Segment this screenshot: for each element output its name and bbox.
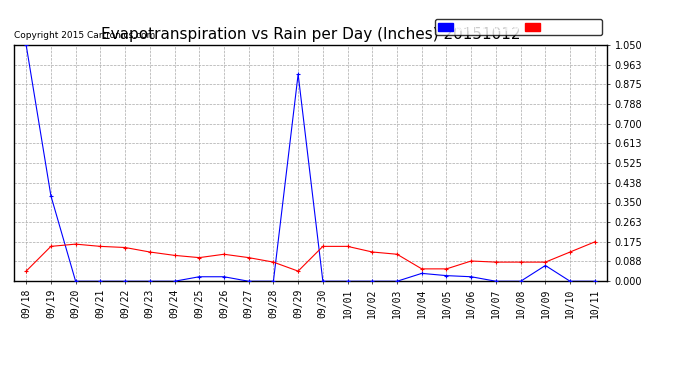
ET  (Inches) [566, 250, 574, 254]
Rain  (Inches) [517, 279, 525, 284]
ET  (Inches) [195, 255, 204, 260]
Rain  (Inches) [294, 72, 302, 76]
ET  (Inches) [517, 260, 525, 264]
Rain  (Inches) [319, 279, 327, 284]
Rain  (Inches) [121, 279, 129, 284]
ET  (Inches) [244, 255, 253, 260]
Rain  (Inches) [541, 263, 549, 268]
Title: Evapotranspiration vs Rain per Day (Inches) 20151012: Evapotranspiration vs Rain per Day (Inch… [101, 27, 520, 42]
ET  (Inches) [47, 244, 55, 249]
Rain  (Inches) [566, 279, 574, 284]
Rain  (Inches) [368, 279, 377, 284]
ET  (Inches) [269, 260, 277, 264]
Text: Copyright 2015 Cartronics.com: Copyright 2015 Cartronics.com [14, 31, 155, 40]
Rain  (Inches) [244, 279, 253, 284]
Rain  (Inches) [269, 279, 277, 284]
ET  (Inches) [368, 250, 377, 254]
Rain  (Inches) [417, 271, 426, 276]
Rain  (Inches) [442, 273, 451, 278]
Rain  (Inches) [146, 279, 154, 284]
ET  (Inches) [467, 259, 475, 263]
Line: Rain  (Inches): Rain (Inches) [24, 43, 597, 284]
Rain  (Inches) [393, 279, 401, 284]
Rain  (Inches) [492, 279, 500, 284]
Legend: Rain  (Inches), ET  (Inches): Rain (Inches), ET (Inches) [435, 19, 602, 35]
Rain  (Inches) [22, 43, 30, 47]
Rain  (Inches) [170, 279, 179, 284]
ET  (Inches) [121, 245, 129, 250]
ET  (Inches) [72, 242, 80, 246]
Rain  (Inches) [467, 274, 475, 279]
Line: ET  (Inches): ET (Inches) [24, 240, 597, 273]
Rain  (Inches) [72, 279, 80, 284]
ET  (Inches) [417, 267, 426, 271]
Rain  (Inches) [47, 194, 55, 198]
Rain  (Inches) [344, 279, 352, 284]
ET  (Inches) [344, 244, 352, 249]
ET  (Inches) [294, 269, 302, 273]
Rain  (Inches) [220, 274, 228, 279]
ET  (Inches) [220, 252, 228, 257]
ET  (Inches) [96, 244, 104, 249]
ET  (Inches) [319, 244, 327, 249]
ET  (Inches) [541, 260, 549, 264]
ET  (Inches) [393, 252, 401, 257]
Rain  (Inches) [591, 279, 599, 284]
ET  (Inches) [22, 269, 30, 273]
Rain  (Inches) [96, 279, 104, 284]
ET  (Inches) [442, 267, 451, 271]
ET  (Inches) [591, 240, 599, 244]
Rain  (Inches) [195, 274, 204, 279]
ET  (Inches) [492, 260, 500, 264]
ET  (Inches) [146, 250, 154, 254]
ET  (Inches) [170, 253, 179, 258]
